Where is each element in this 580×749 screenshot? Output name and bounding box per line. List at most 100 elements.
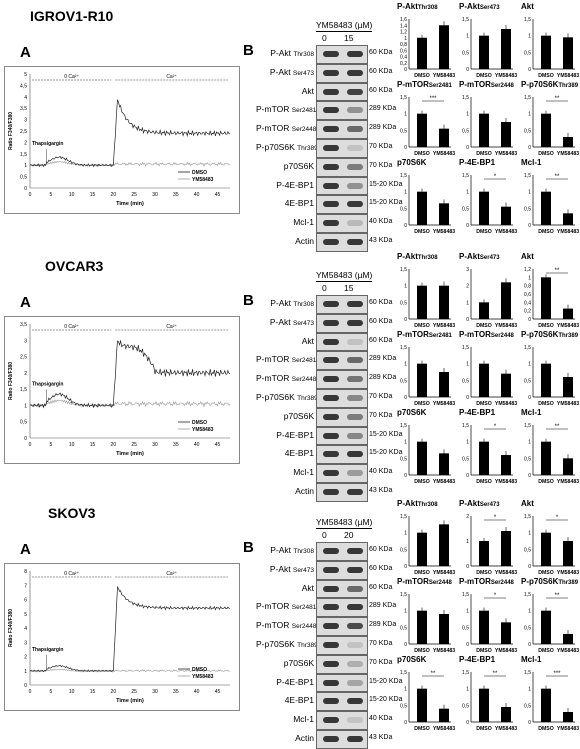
- bar-y-tick: 1,5: [400, 267, 407, 273]
- trace-y-tick: 3: [24, 640, 27, 646]
- bar-category: DMSO: [538, 229, 554, 235]
- blot-image: [316, 464, 368, 483]
- bar-chart: 0 0,5 1 1,5 DMSO YM58483 ***: [524, 670, 579, 732]
- trace-y-tick: 1,5: [20, 387, 27, 393]
- bar-chart-title-text: Mcl-1: [521, 158, 542, 167]
- bar: [439, 453, 449, 475]
- blot-band: [347, 163, 363, 170]
- blot-site: Ser2448: [291, 376, 317, 384]
- bar-category: DMSO: [538, 151, 554, 157]
- bar-y-tick: 0,5: [462, 625, 469, 631]
- trace-y-tick: 3,5: [20, 322, 27, 328]
- blot-protein: P-mTOR: [256, 373, 290, 384]
- trace-x-tick: 25: [131, 192, 137, 198]
- bar-y-tick: 1,5: [462, 670, 469, 676]
- bar-y-tick: 0,2: [400, 61, 407, 67]
- blot-label: Actin: [256, 236, 314, 246]
- blot-kda: 60 KDa: [369, 49, 393, 56]
- blot-kda: 70 KDa: [369, 161, 393, 169]
- cell-line-title: IGROV1-R10: [30, 8, 114, 24]
- bar-chart-title: P-AktSer473: [459, 499, 500, 508]
- blot-band: [347, 451, 363, 458]
- treatment-header-text: YM58483 (µM): [316, 517, 373, 527]
- legend-label: DMSO: [192, 170, 207, 176]
- bar-category: YM58483: [433, 323, 455, 329]
- bar-chart-title-text: Akt: [521, 499, 534, 508]
- blot-label: P-mTOR Ser2448: [256, 123, 316, 133]
- blot-band: [347, 717, 363, 724]
- bar-y-tick: 0,2: [524, 309, 531, 315]
- trace-x-tick: 25: [131, 689, 137, 695]
- blot-site: Ser2481: [291, 107, 317, 115]
- bar-chart-title: P-4E-BP1: [459, 655, 495, 664]
- bar-y-tick: 0,5: [524, 378, 531, 384]
- dose-label: 15: [344, 33, 354, 43]
- bar-y-tick: 0: [466, 473, 469, 479]
- trace-y-tick: 2: [24, 655, 27, 661]
- blot-label: P-p70S6K Thr389: [256, 639, 318, 649]
- bar-y-tick: 1: [528, 362, 531, 368]
- bar-y-tick: 0,5: [462, 128, 469, 134]
- blot-band: [347, 585, 363, 592]
- bar-chart: 0 0,5 1 1,5 DMSO YM58483: [400, 267, 455, 329]
- bar: [563, 213, 573, 225]
- blot-band: [347, 623, 363, 630]
- bar-chart-title: p70S6K: [397, 655, 426, 664]
- blot-label: p70S6K: [256, 411, 314, 421]
- treatment-header-text: YM58483 (µM): [316, 20, 373, 30]
- sig-stars: **: [555, 424, 560, 430]
- bar-chart: 0 0,5 1 1,5 DMSO YM58483 **: [462, 670, 517, 732]
- bar-chart-title: Mcl-1: [521, 158, 541, 167]
- bar-chart: 00,20,40,60,811,21,41,6 DMSO YM58483: [400, 17, 455, 79]
- bar-chart: 0 0,5 1 1,5 DMSO YM58483 **: [400, 670, 455, 732]
- bar-category: YM58483: [495, 151, 517, 157]
- bar-chart-title-text: P-4E-BP1: [459, 158, 496, 167]
- bar-y-tick: 0,4: [524, 300, 531, 306]
- trace-y-tick: 2: [24, 371, 27, 377]
- trace-y-tick: 3: [24, 338, 27, 344]
- bar-y-tick: 0,8: [524, 284, 531, 290]
- blot-band: [323, 319, 339, 326]
- blot-image: [316, 483, 368, 502]
- panel-a-label: A: [20, 44, 31, 61]
- sig-stars: *: [494, 174, 497, 180]
- bar-chart-title: Akt: [521, 499, 534, 508]
- bar-y-tick: 0: [466, 564, 469, 570]
- calcium-label: Ca²⁺: [166, 324, 177, 330]
- blot-band: [323, 698, 339, 705]
- blot-image: [316, 63, 368, 83]
- bar-y-tick: 1: [466, 34, 469, 40]
- blot-image: [316, 313, 368, 333]
- trace-x-tick: 15: [90, 192, 96, 198]
- blot-kda: 60 KDa: [369, 336, 393, 344]
- bar-chart-title: P-mTORSer2481: [397, 330, 452, 339]
- bar: [417, 191, 427, 225]
- trace-y-tick: 2: [24, 140, 27, 146]
- blot-protein: Akt: [301, 582, 314, 593]
- bar-y-tick: 1,5: [400, 173, 407, 179]
- blot-band: [347, 51, 363, 57]
- sig-stars: **: [555, 96, 560, 102]
- trace-x-tick: 35: [173, 192, 179, 198]
- blot-image: [316, 370, 368, 389]
- bar-y-tick: 1: [404, 609, 407, 615]
- bar-chart: 0 0,5 1 1,5 DMSO YM58483: [400, 514, 455, 576]
- bar-y-tick: 1,5: [462, 173, 469, 179]
- trace-y-tick: 1: [24, 163, 27, 169]
- blot-protein: P-p70S6K: [256, 639, 295, 649]
- bar-y-tick: 1,6: [400, 17, 407, 23]
- blot-image: [316, 673, 368, 693]
- treatment-header: YM58483 (µM): [316, 270, 373, 282]
- blot-band: [323, 239, 339, 245]
- bar: [417, 37, 427, 69]
- bar-y-tick: 0,5: [400, 206, 407, 212]
- blot-image: [316, 120, 368, 139]
- bar-chart-title: P-AktThr308: [397, 2, 438, 11]
- bar: [563, 712, 573, 722]
- bar-y-tick: 1: [528, 112, 531, 118]
- blot-protein: Akt: [301, 335, 314, 346]
- blot-image: [316, 332, 368, 352]
- blot-band: [323, 301, 339, 307]
- bar-category: YM58483: [557, 229, 579, 235]
- bar-category: DMSO: [414, 648, 430, 654]
